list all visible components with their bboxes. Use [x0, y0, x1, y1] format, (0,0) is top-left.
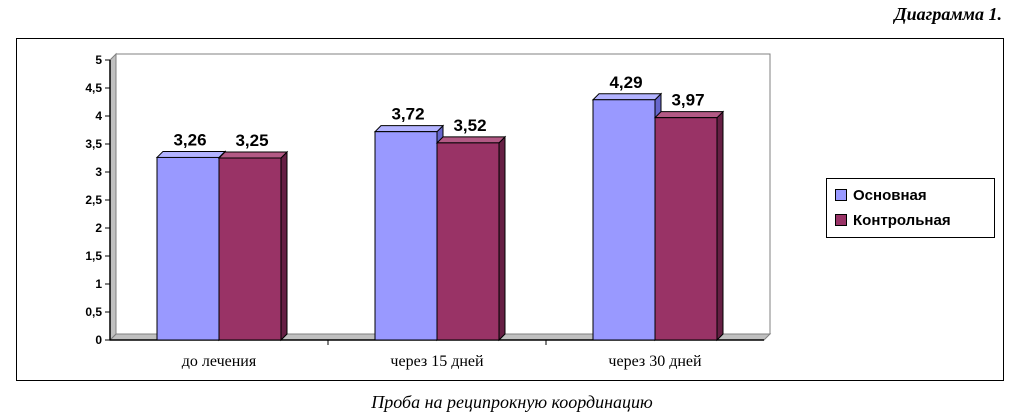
bar-top	[217, 151, 289, 159]
y-tick-label: 1,5	[85, 249, 102, 263]
y-tick-label: 3,5	[85, 137, 102, 151]
x-tick-label: через 30 дней	[608, 353, 702, 370]
y-tick-label: 4,5	[85, 81, 102, 95]
bar	[218, 157, 282, 341]
x-tick-label: через 15 дней	[390, 353, 484, 370]
y-tick-label: 2,5	[85, 193, 102, 207]
data-label: 3,52	[453, 116, 486, 135]
bar-side	[716, 110, 724, 342]
bar	[374, 131, 438, 341]
y-tick-label: 2	[95, 221, 102, 235]
bar-top	[373, 125, 445, 133]
bar-side	[498, 135, 506, 342]
bar	[654, 117, 718, 341]
bar-top	[435, 136, 507, 144]
x-tick-label: до лечения	[182, 353, 257, 370]
data-label: 3,72	[391, 105, 424, 124]
y-tick-label: 3	[95, 165, 102, 179]
chart-caption: Проба на реципрокную координацию	[371, 392, 653, 412]
bar-top	[653, 111, 725, 119]
y-tick-label: 4	[95, 109, 102, 123]
legend-swatch-series2	[835, 214, 847, 227]
y-tick-label: 0,5	[85, 305, 102, 319]
legend-item-series1: Основная	[835, 187, 927, 205]
data-label: 3,97	[671, 91, 704, 110]
data-label: 3,25	[235, 131, 268, 150]
legend-item-series2: Контрольная	[835, 212, 951, 230]
bar-top	[155, 150, 227, 158]
y-tick-label: 1	[95, 277, 102, 291]
legend-label-series1: Основная	[853, 187, 927, 204]
legend-label-series2: Контрольная	[853, 212, 951, 229]
bar	[436, 142, 500, 341]
bar-top	[591, 93, 663, 101]
legend: Основная Контрольная	[826, 178, 995, 238]
y-tick-label: 5	[95, 53, 102, 67]
bar	[592, 99, 656, 341]
legend-swatch-series1	[835, 189, 847, 202]
y-tick-label: 0	[95, 333, 102, 347]
plot-side-wall	[109, 52, 117, 342]
bar	[156, 156, 220, 341]
data-label: 4,29	[609, 73, 642, 92]
data-label: 3,26	[173, 130, 206, 149]
bar-side	[280, 150, 288, 342]
chart-heading: Диаграмма 1.	[894, 4, 1002, 24]
